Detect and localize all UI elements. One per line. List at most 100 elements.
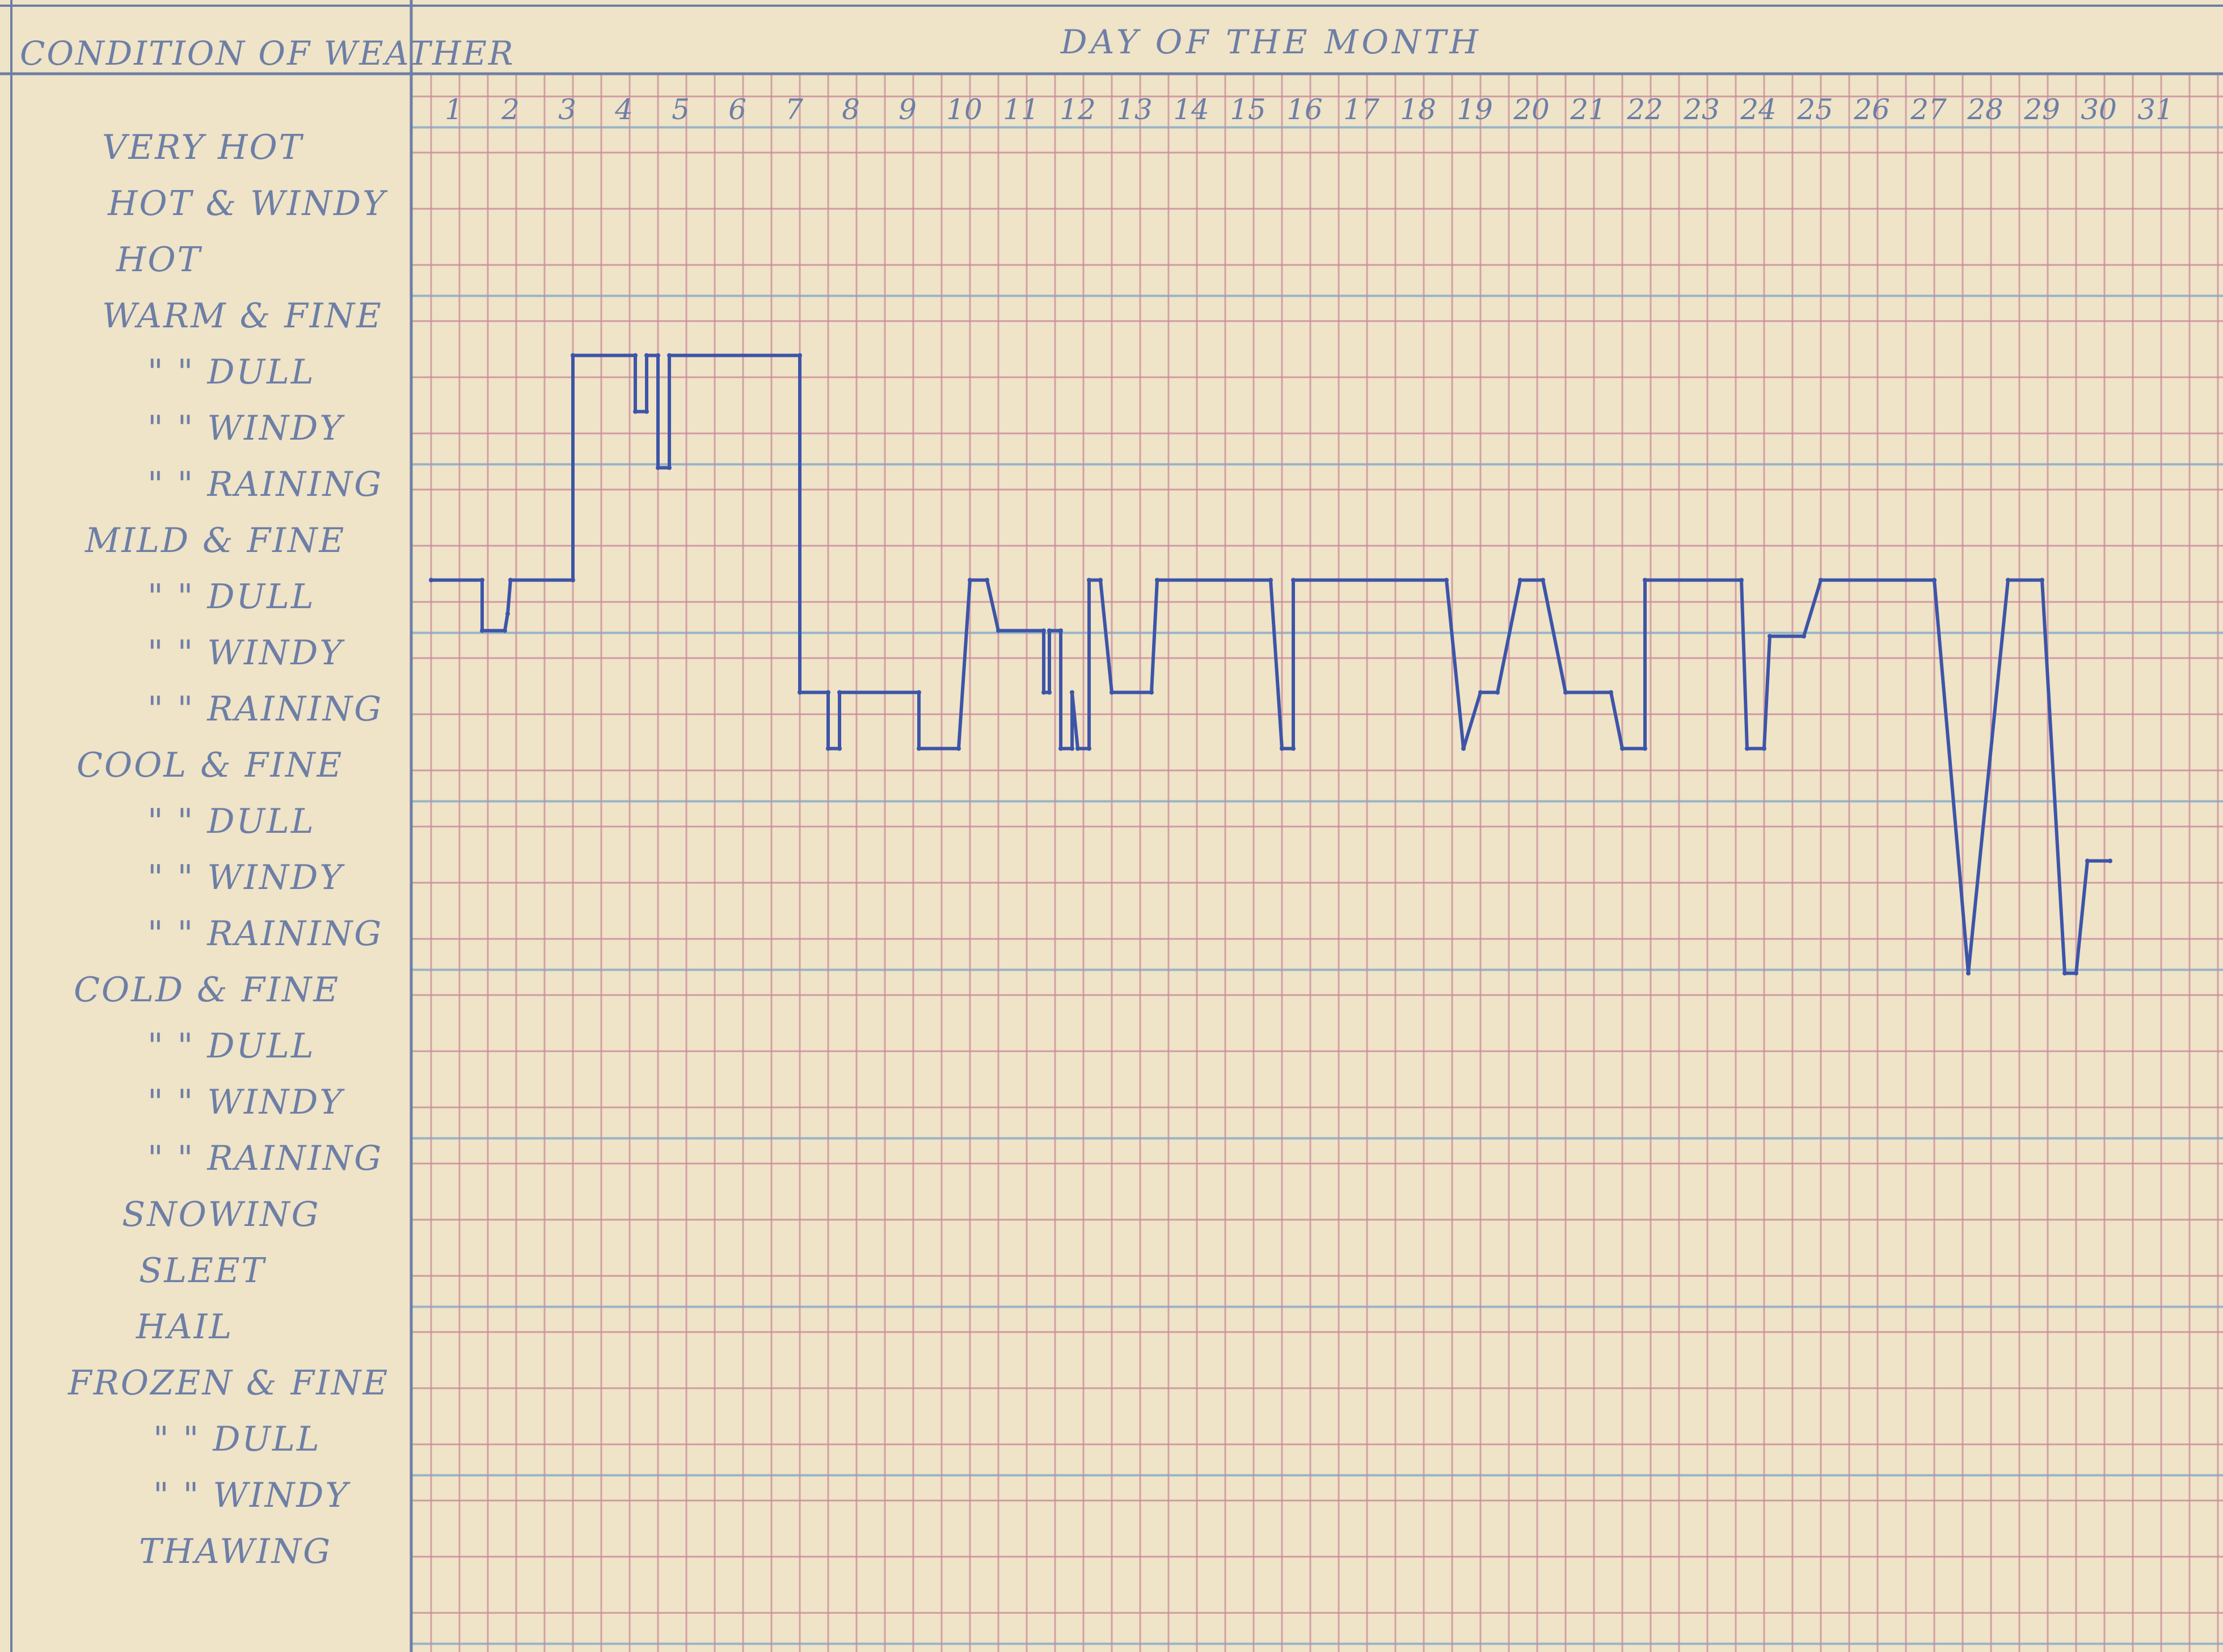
data-point — [826, 746, 830, 751]
condition-label: " " WINDY — [147, 1082, 344, 1122]
day-tick-label: 21 — [1570, 93, 1606, 126]
data-point — [2040, 578, 2044, 583]
day-tick-label: 2 — [501, 93, 520, 126]
data-point — [1643, 746, 1647, 751]
day-tick-label: 5 — [672, 93, 690, 126]
data-point — [1495, 690, 1500, 695]
data-point — [1802, 634, 1806, 639]
day-tick-label: 18 — [1400, 93, 1436, 126]
day-tick-label: 13 — [1116, 93, 1153, 126]
data-point — [1087, 578, 1091, 583]
data-point — [826, 690, 830, 695]
data-point — [508, 578, 513, 583]
condition-label: " " WINDY — [147, 858, 344, 897]
data-point — [480, 628, 484, 633]
data-point — [1058, 628, 1063, 633]
data-point — [1541, 578, 1545, 583]
condition-label: " " DULL — [147, 1026, 315, 1066]
condition-label: SLEET — [139, 1251, 266, 1291]
condition-label: " " RAINING — [147, 914, 383, 954]
data-point — [2085, 858, 2090, 863]
day-tick-label: 3 — [558, 93, 576, 126]
day-tick-label: 17 — [1343, 93, 1380, 126]
data-point — [1745, 746, 1749, 751]
condition-label: " " DULL — [147, 577, 315, 617]
condition-label: HAIL — [136, 1307, 234, 1347]
data-point — [1444, 578, 1449, 583]
data-point — [1041, 690, 1046, 695]
day-tick-label: 6 — [728, 93, 746, 126]
condition-label: MILD & FINE — [85, 521, 346, 560]
data-point — [837, 690, 842, 695]
data-point — [1041, 628, 1046, 633]
day-tick-label: 8 — [842, 93, 860, 126]
day-tick-label: 26 — [1853, 93, 1890, 126]
data-point — [1478, 690, 1483, 695]
day-tick-label: 27 — [1910, 93, 1947, 126]
day-tick-label: 16 — [1286, 93, 1323, 126]
data-point — [1098, 578, 1103, 583]
data-point — [503, 628, 507, 633]
condition-label: " " DULL — [147, 352, 315, 392]
data-point — [956, 746, 961, 751]
data-point — [1149, 690, 1154, 695]
data-point — [2006, 578, 2010, 583]
condition-label: WARM & FINE — [102, 296, 383, 336]
data-point — [1110, 690, 1114, 695]
data-point — [798, 690, 802, 695]
data-point — [1609, 690, 1613, 695]
data-point — [996, 628, 1001, 633]
data-point — [1070, 690, 1074, 695]
data-point — [480, 578, 484, 583]
data-point — [917, 690, 921, 695]
day-of-month-title: DAY OF THE MONTH — [1061, 23, 1482, 61]
data-point — [1932, 578, 1937, 583]
data-point — [1620, 746, 1625, 751]
condition-label: " " RAINING — [147, 465, 383, 504]
condition-label: " " DULL — [153, 1419, 321, 1459]
data-point — [837, 746, 842, 751]
data-point — [1966, 971, 1971, 976]
day-tick-label: 14 — [1173, 93, 1209, 126]
day-tick-label: 22 — [1626, 93, 1663, 126]
data-point — [1155, 578, 1159, 583]
day-tick-label: 23 — [1683, 93, 1720, 126]
data-point — [1563, 690, 1568, 695]
condition-label: VERY HOT — [102, 128, 303, 167]
data-point — [1070, 746, 1074, 751]
data-point — [798, 353, 802, 358]
condition-label: THAWING — [139, 1532, 332, 1571]
day-tick-label: 11 — [1003, 93, 1039, 126]
data-point — [633, 353, 638, 358]
day-tick-label: 12 — [1060, 93, 1096, 126]
data-point — [1643, 578, 1647, 583]
data-point — [656, 353, 660, 358]
data-point — [1047, 628, 1052, 633]
data-point — [1739, 578, 1744, 583]
condition-label: " " RAINING — [147, 689, 383, 729]
condition-label: " " WINDY — [153, 1476, 349, 1515]
data-point — [667, 465, 672, 470]
day-tick-label: 20 — [1513, 93, 1550, 126]
data-point — [1280, 746, 1284, 751]
day-tick-label: 28 — [1967, 93, 2003, 126]
data-point — [1087, 746, 1091, 751]
day-ticks: 1 2 3 4 5 6 7 8 9 10 11 12 13 14 15 16 17 18 19 20 21 22 23 24 2… — [445, 93, 2174, 126]
condition-label: " " DULL — [147, 802, 315, 841]
data-point — [1075, 746, 1080, 751]
day-tick-label: 29 — [2023, 93, 2060, 126]
data-point — [1762, 746, 1766, 751]
day-tick-label: 24 — [1740, 93, 1777, 126]
data-point — [968, 578, 972, 583]
data-point — [571, 353, 575, 358]
day-tick-label: 7 — [785, 93, 803, 126]
day-tick-label: 25 — [1796, 93, 1833, 126]
data-point — [1291, 578, 1296, 583]
condition-label: HOT — [116, 240, 202, 280]
condition-label: SNOWING — [122, 1195, 320, 1234]
day-tick-label: 9 — [899, 93, 917, 126]
condition-label: FROZEN & FINE — [68, 1363, 390, 1403]
condition-label: " " RAINING — [147, 1139, 383, 1178]
